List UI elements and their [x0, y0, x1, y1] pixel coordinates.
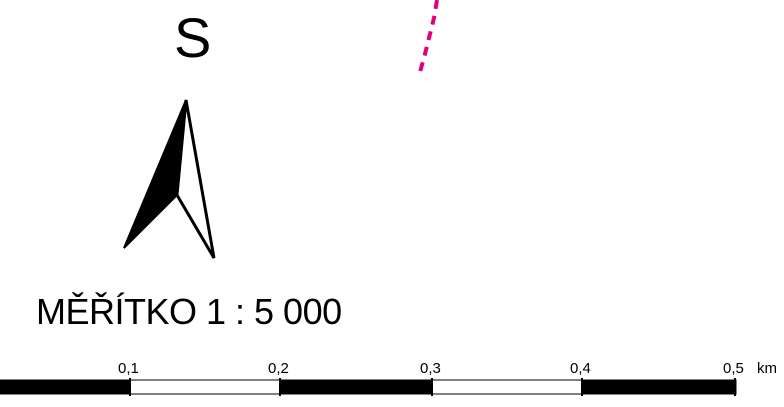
scale-bar-segment [130, 383, 280, 391]
scale-tick-label: 0,3 [420, 360, 441, 377]
scale-bar-segment [280, 380, 432, 394]
scale-bar-segment [0, 380, 130, 394]
north-arrow-letter: S [174, 6, 212, 69]
scale-unit-label: km [757, 360, 777, 377]
scale-title: MĚŘÍTKO 1 : 5 000 [36, 291, 342, 332]
scale-tick-label: 0,1 [118, 360, 139, 377]
north-arrow-icon [123, 99, 216, 259]
scale-tick-label: 0,4 [570, 360, 591, 377]
north-arrow-dark-half [123, 99, 187, 249]
scale-bar-segment [582, 380, 736, 394]
north-arrow-light-half [175, 99, 216, 259]
boundary-line [418, 0, 439, 73]
scale-bar [0, 378, 737, 396]
scale-tick-label: 0,5 [723, 360, 744, 377]
scale-bar-segment [432, 383, 582, 391]
scale-tick-label: 0,2 [268, 360, 289, 377]
